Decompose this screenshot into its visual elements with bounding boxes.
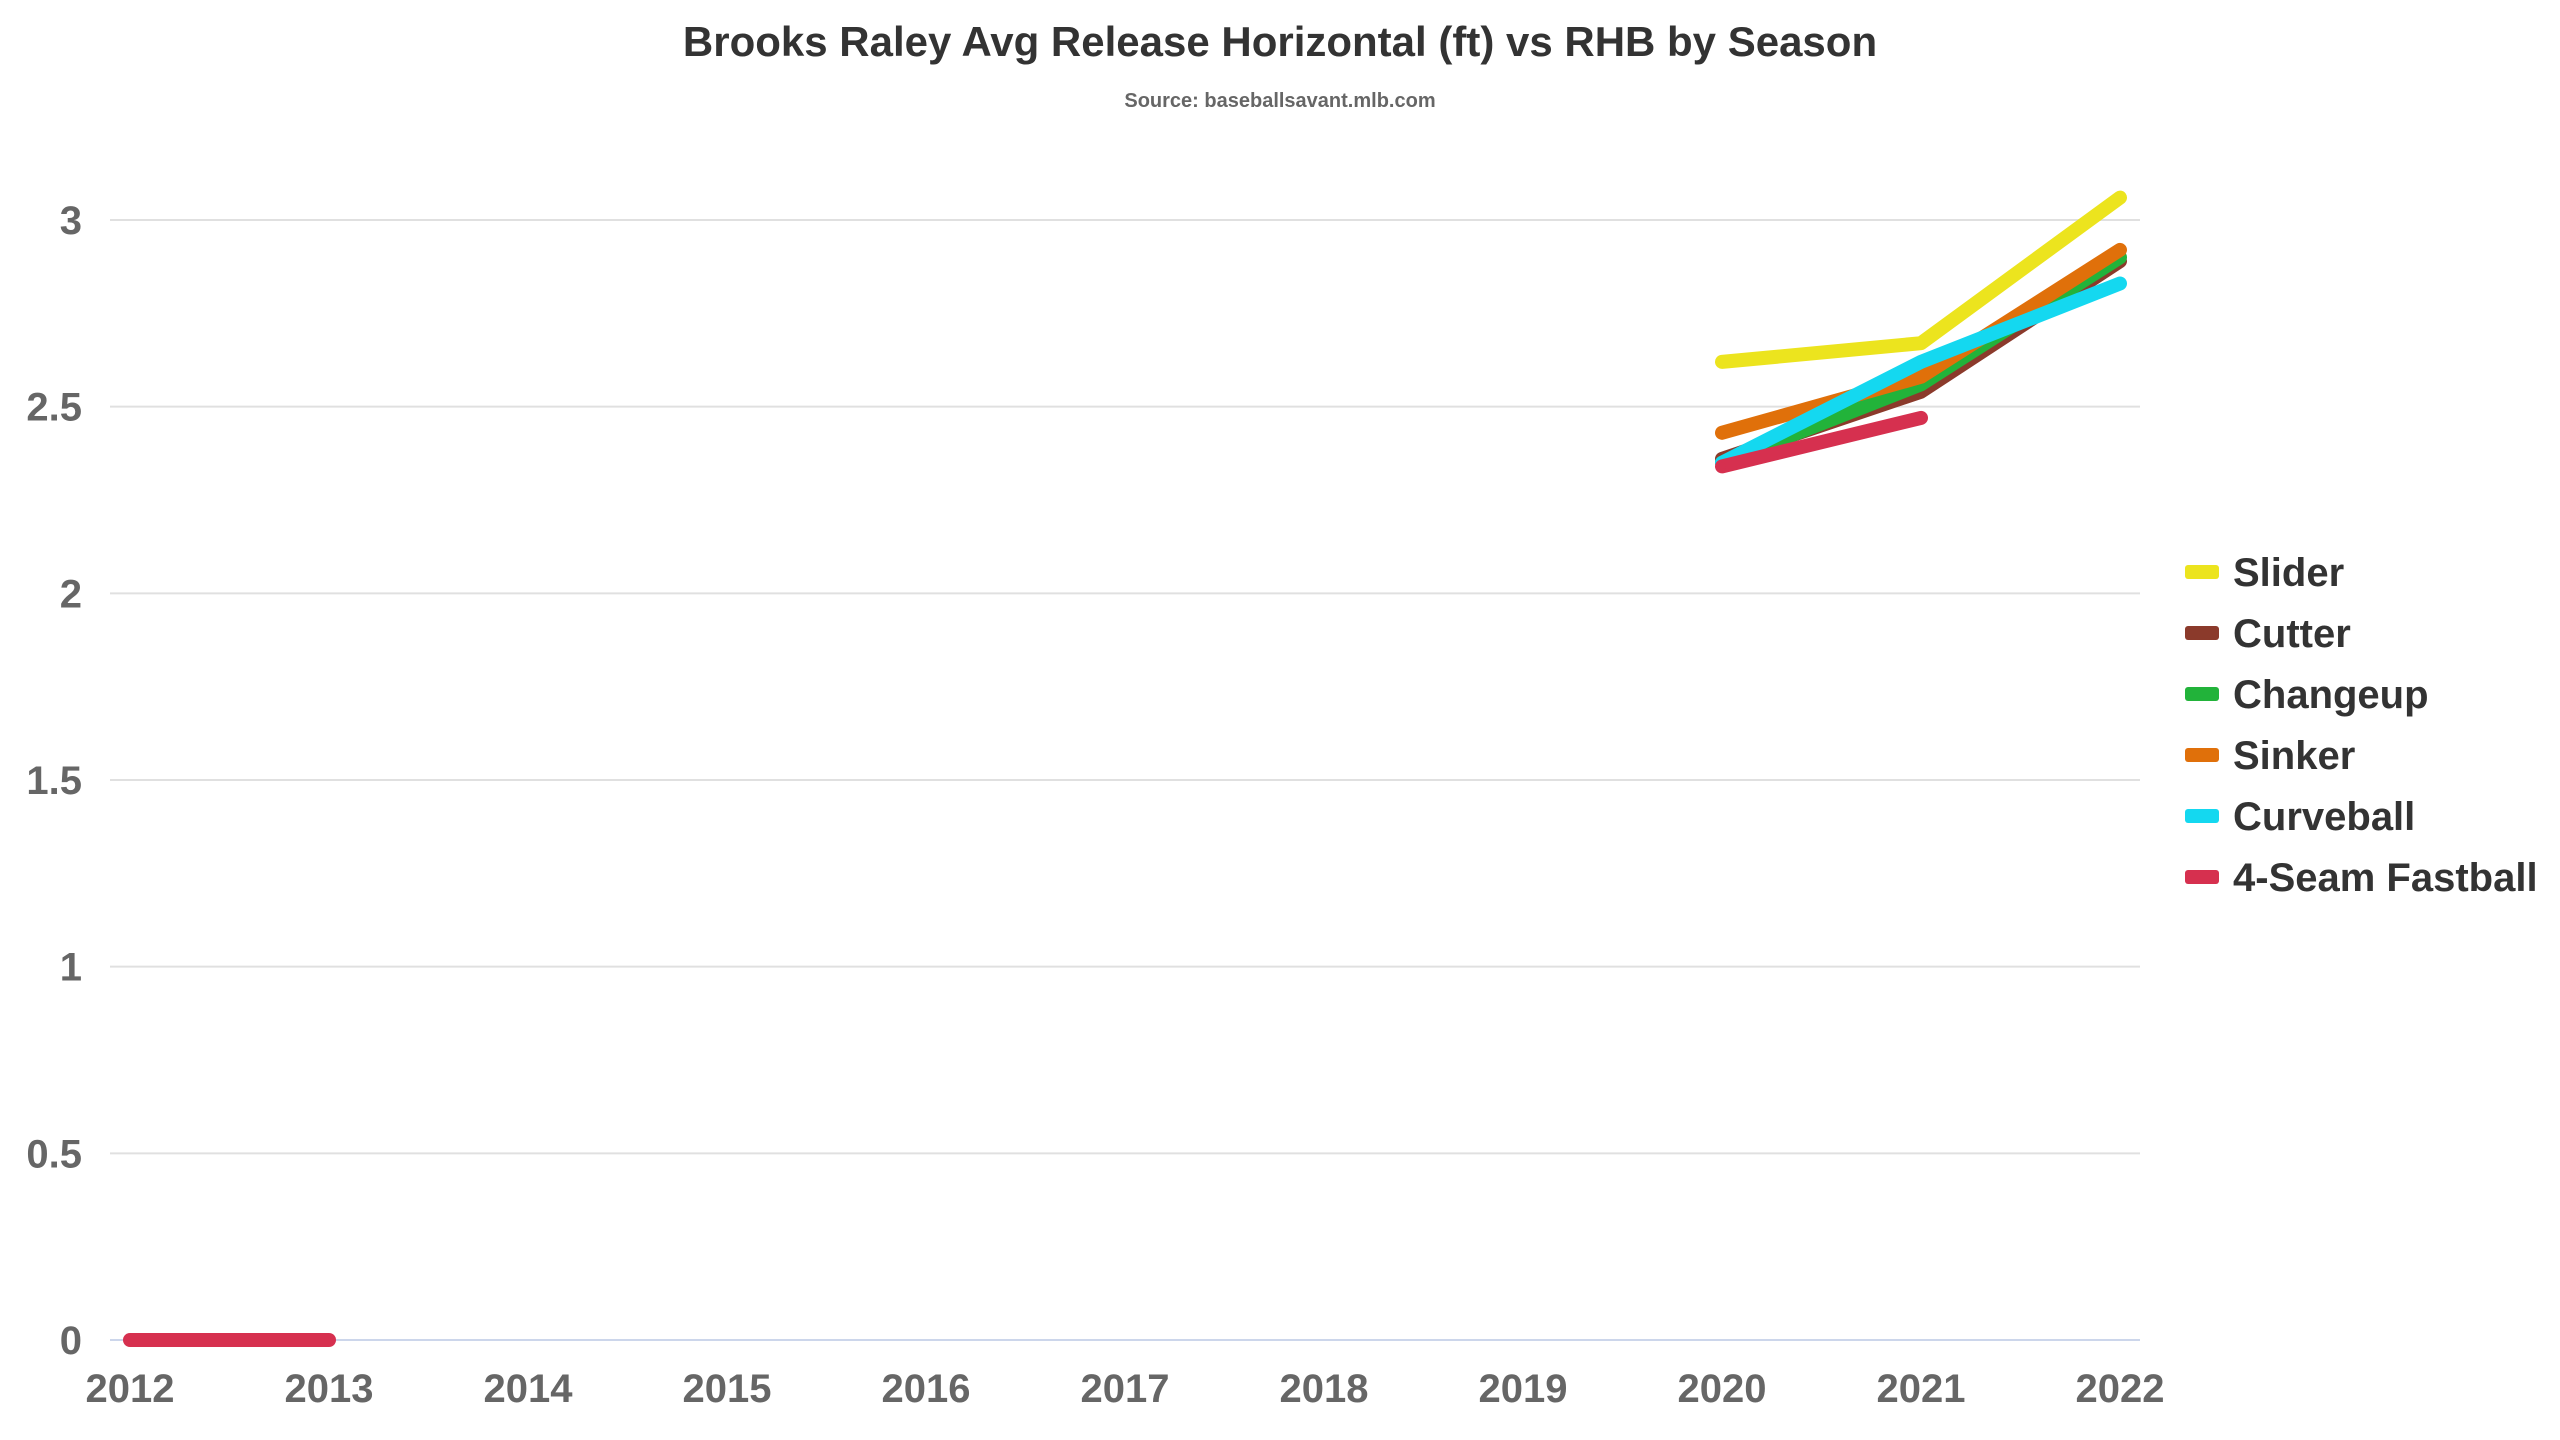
data-point-sinker-2022[interactable] (2116, 245, 2124, 254)
legend-swatch (2185, 870, 2219, 884)
x-tick-label: 2017 (1081, 1367, 1170, 1411)
data-point-curveball-2021[interactable] (1917, 357, 1925, 366)
legend-label: Changeup (2233, 673, 2429, 717)
legend-item-slider[interactable]: Slider (2185, 551, 2344, 595)
legend-swatch (2185, 687, 2219, 701)
x-tick-label: 2013 (285, 1367, 374, 1411)
legend-swatch (2185, 809, 2219, 823)
legend-label: Curveball (2233, 795, 2415, 839)
legend-label: Slider (2233, 551, 2344, 595)
data-point-4-seam-fastball-2012[interactable] (126, 1336, 134, 1344)
x-tick-label: 2012 (86, 1367, 175, 1411)
legend-swatch (2185, 626, 2219, 640)
y-tick-label: 1 (60, 946, 82, 990)
series-4-seam-fastball[interactable] (123, 410, 1928, 1347)
x-tick-label: 2019 (1479, 1367, 1568, 1411)
y-tick-label: 2.5 (26, 386, 82, 430)
x-tick-label: 2021 (1877, 1367, 1966, 1411)
data-point-4-seam-fastball-2020[interactable] (1718, 462, 1726, 471)
y-axis-tick-labels: 0 0.5 1 1.5 2 2.5 3 (26, 199, 82, 1363)
data-point-slider-2021[interactable] (1917, 339, 1925, 348)
data-point-slider-2022[interactable] (2116, 193, 2124, 202)
x-tick-label: 2018 (1280, 1367, 1369, 1411)
legend-item-cutter[interactable]: Cutter (2185, 612, 2351, 656)
series-slider[interactable] (1715, 190, 2127, 369)
y-tick-label: 0 (60, 1319, 82, 1363)
legend[interactable]: Slider Cutter Changeup Sinker Curveball 4-Sea… (2185, 551, 2538, 900)
legend-item-changeup[interactable]: Changeup (2185, 673, 2429, 717)
y-tick-label: 3 (60, 199, 82, 243)
data-point-sinker-2020[interactable] (1718, 428, 1726, 437)
legend-swatch (2185, 748, 2219, 762)
data-point-4-seam-fastball-2013[interactable] (325, 1336, 333, 1344)
data-point-slider-2020[interactable] (1718, 357, 1726, 366)
y-tick-label: 2 (60, 572, 82, 616)
data-point-curveball-2022[interactable] (2116, 279, 2124, 288)
data-point-4-seam-fastball-2021[interactable] (1917, 413, 1925, 422)
y-tick-label: 1.5 (26, 759, 82, 803)
data-point-sinker-2021[interactable] (1917, 372, 1925, 381)
chart-title: Brooks Raley Avg Release Horizontal (ft)… (683, 18, 1877, 65)
x-tick-label: 2014 (484, 1367, 574, 1411)
x-tick-label: 2015 (683, 1367, 772, 1411)
x-tick-label: 2022 (2076, 1367, 2165, 1411)
series-sinker[interactable] (1715, 242, 2127, 440)
series-lines (123, 190, 2127, 1347)
grid-lines (110, 219, 2140, 1155)
series-line-4-seam-fastball[interactable] (1715, 410, 1928, 474)
legend-swatch (2185, 565, 2219, 579)
legend-label: 4-Seam Fastball (2233, 856, 2538, 900)
chart-subtitle: Source: baseballsavant.mlb.com (1124, 90, 1435, 112)
x-tick-label: 2020 (1678, 1367, 1767, 1411)
x-axis-tick-labels: 2012 2013 2014 2015 2016 2017 2018 2019 2020 2021… (86, 1367, 2165, 1411)
legend-item-curveball[interactable]: Curveball (2185, 795, 2415, 839)
legend-item-4-seam-fastball[interactable]: 4-Seam Fastball (2185, 856, 2538, 900)
legend-label: Cutter (2233, 612, 2351, 656)
legend-item-sinker[interactable]: Sinker (2185, 734, 2355, 778)
x-tick-label: 2016 (882, 1367, 971, 1411)
y-tick-label: 0.5 (26, 1132, 82, 1176)
legend-label: Sinker (2233, 734, 2355, 778)
